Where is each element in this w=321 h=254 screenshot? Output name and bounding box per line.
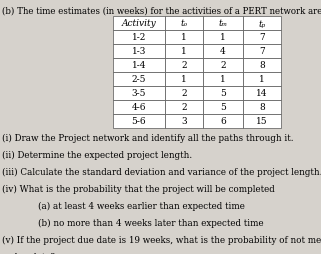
- Text: 1: 1: [259, 75, 265, 84]
- Bar: [203, 45, 243, 59]
- Text: (a) at least 4 weeks earlier than expected time: (a) at least 4 weeks earlier than expect…: [38, 201, 245, 210]
- Text: Activity: Activity: [122, 19, 156, 28]
- Text: 2: 2: [181, 89, 187, 98]
- Bar: [203, 17, 243, 31]
- Text: 5: 5: [220, 89, 226, 98]
- Text: (iii) Calculate the standard deviation and variance of the project length.: (iii) Calculate the standard deviation a…: [2, 167, 321, 177]
- Text: 4-6: 4-6: [132, 103, 146, 112]
- Bar: [243, 87, 281, 101]
- Text: 1-3: 1-3: [132, 47, 146, 56]
- Text: 2: 2: [181, 61, 187, 70]
- Bar: [113, 59, 165, 73]
- Text: (b) no more than 4 weeks later than expected time: (b) no more than 4 weeks later than expe…: [38, 218, 264, 227]
- Text: due date?: due date?: [12, 252, 55, 254]
- Bar: [165, 87, 203, 101]
- Text: (ii) Determine the expected project length.: (ii) Determine the expected project leng…: [2, 150, 192, 160]
- Bar: [113, 73, 165, 87]
- Bar: [165, 115, 203, 129]
- Text: 3: 3: [181, 117, 187, 126]
- Text: tₘ: tₘ: [218, 19, 228, 28]
- Text: (iv) What is the probability that the project will be completed: (iv) What is the probability that the pr…: [2, 184, 275, 193]
- Bar: [113, 87, 165, 101]
- Bar: [243, 115, 281, 129]
- Bar: [113, 45, 165, 59]
- Bar: [165, 101, 203, 115]
- Text: tₚ: tₚ: [258, 19, 265, 28]
- Bar: [243, 45, 281, 59]
- Text: 1-4: 1-4: [132, 61, 146, 70]
- Text: 1: 1: [220, 75, 226, 84]
- Bar: [203, 31, 243, 45]
- Bar: [113, 115, 165, 129]
- Text: 7: 7: [259, 47, 265, 56]
- Text: tₒ: tₒ: [180, 19, 187, 28]
- Bar: [243, 101, 281, 115]
- Bar: [203, 87, 243, 101]
- Bar: [165, 73, 203, 87]
- Bar: [165, 17, 203, 31]
- Text: 1-2: 1-2: [132, 33, 146, 42]
- Text: 5-6: 5-6: [132, 117, 146, 126]
- Bar: [243, 73, 281, 87]
- Bar: [113, 101, 165, 115]
- Text: 4: 4: [220, 47, 226, 56]
- Text: 1: 1: [181, 33, 187, 42]
- Text: 2-5: 2-5: [132, 75, 146, 84]
- Text: 1: 1: [181, 75, 187, 84]
- Text: 1: 1: [181, 47, 187, 56]
- Text: 3-5: 3-5: [132, 89, 146, 98]
- Bar: [203, 115, 243, 129]
- Text: 2: 2: [181, 103, 187, 112]
- Bar: [203, 59, 243, 73]
- Bar: [165, 59, 203, 73]
- Bar: [165, 45, 203, 59]
- Bar: [113, 31, 165, 45]
- Text: 2: 2: [220, 61, 226, 70]
- Text: 1: 1: [220, 33, 226, 42]
- Text: 14: 14: [256, 89, 268, 98]
- Text: (b) The time estimates (in weeks) for the activities of a PERT network are given: (b) The time estimates (in weeks) for th…: [2, 7, 321, 16]
- Bar: [203, 101, 243, 115]
- Bar: [243, 17, 281, 31]
- Text: 6: 6: [220, 117, 226, 126]
- Bar: [243, 31, 281, 45]
- Text: 5: 5: [220, 103, 226, 112]
- Text: 8: 8: [259, 103, 265, 112]
- Bar: [243, 59, 281, 73]
- Bar: [113, 17, 165, 31]
- Text: (v) If the project due date is 19 weeks, what is the probability of not meeting : (v) If the project due date is 19 weeks,…: [2, 235, 321, 244]
- Text: 8: 8: [259, 61, 265, 70]
- Text: 7: 7: [259, 33, 265, 42]
- Bar: [203, 73, 243, 87]
- Text: (i) Draw the Project network and identify all the paths through it.: (i) Draw the Project network and identif…: [2, 133, 293, 142]
- Text: 15: 15: [256, 117, 268, 126]
- Bar: [165, 31, 203, 45]
